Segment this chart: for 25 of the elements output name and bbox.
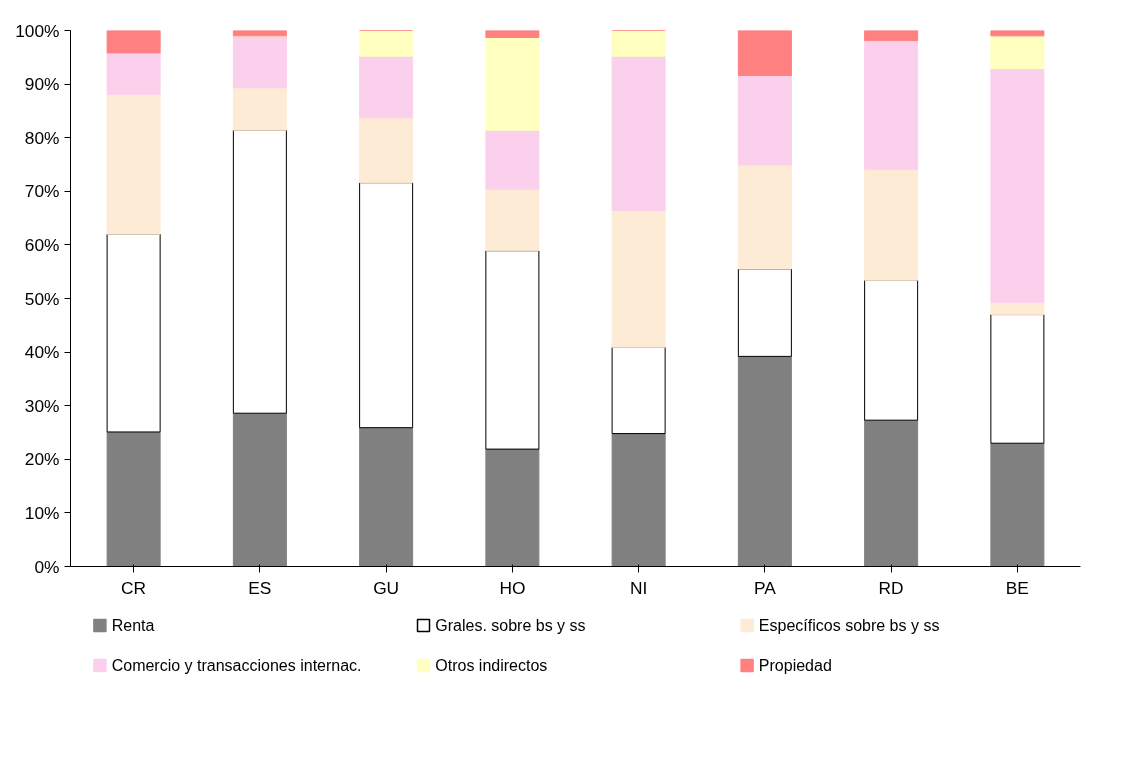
legend-label: Específicos sobre bs y ss <box>758 617 940 634</box>
legend-label: Propiedad <box>758 657 832 674</box>
y-tick-label: 80% <box>24 127 60 148</box>
y-tick-label: 60% <box>24 234 60 255</box>
y-tick-label: 10% <box>24 502 60 523</box>
x-tick-label: CR <box>121 577 147 598</box>
legend-label: Otros indirectos <box>435 657 548 674</box>
x-tick-label: ES <box>248 577 272 598</box>
x-tick-label: BE <box>1005 577 1029 598</box>
y-tick-label: 30% <box>24 395 60 416</box>
x-tick-label: HO <box>499 577 526 598</box>
legend-label: Grales. sobre bs y ss <box>435 617 586 634</box>
x-tick-label: PA <box>753 577 777 598</box>
y-tick-label: 0% <box>34 556 60 577</box>
x-tick-label: GU <box>373 577 400 598</box>
y-tick-label: 90% <box>24 74 60 95</box>
y-tick-label: 40% <box>24 342 60 363</box>
y-tick-label: 100% <box>15 20 60 41</box>
x-tick-label: NI <box>629 577 648 598</box>
y-tick-label: 70% <box>24 181 60 202</box>
y-tick-label: 20% <box>24 449 60 470</box>
legend-label: Comercio y transacciones internac. <box>111 657 362 674</box>
legend-label: Renta <box>111 617 155 634</box>
y-tick-label: 50% <box>24 288 60 309</box>
x-tick-label: RD <box>878 577 904 598</box>
